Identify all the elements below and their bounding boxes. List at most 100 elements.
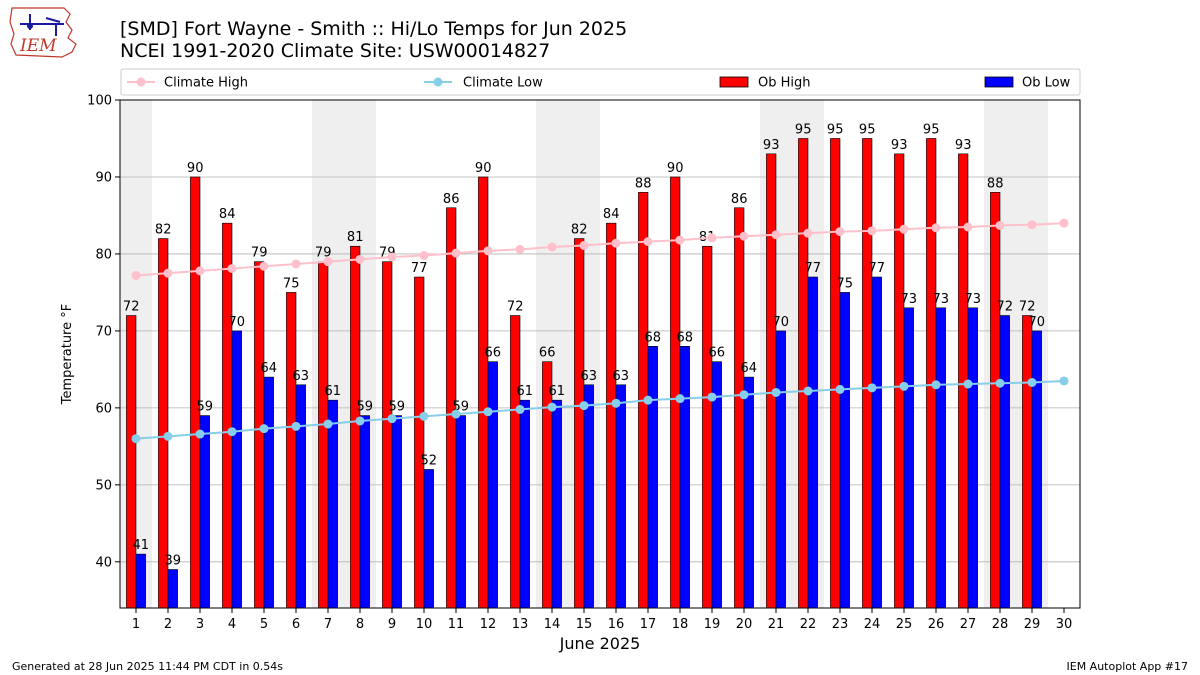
bar-ob-low [807,276,818,609]
data-label-ob-high: 95 [923,122,940,137]
data-label-ob-high: 88 [987,176,1004,191]
bar-ob-high [318,261,329,609]
bar-ob-high [926,138,937,609]
point-climate-low [771,387,781,397]
legend-label-climate-high: Climate High [164,76,248,91]
point-climate-high [387,252,397,262]
legend: Climate High Climate Low Ob High Ob Low [120,68,1081,96]
data-label-ob-low: 61 [517,384,534,399]
x-tick-label: 29 [1024,617,1041,632]
bar-ob-high [862,138,873,609]
point-climate-high [227,264,237,274]
bar-ob-low [327,399,338,609]
data-label-ob-high: 93 [763,138,780,153]
bar-ob-low [583,384,594,609]
data-label-ob-high: 82 [155,223,172,238]
point-climate-high [515,244,525,254]
data-label-ob-high: 66 [539,346,556,361]
bar-ob-low [935,307,946,609]
x-tick-label: 7 [324,617,332,632]
iem-logo: IEM [9,7,77,58]
data-label-ob-high: 82 [571,223,588,238]
data-label-ob-low: 59 [357,400,374,415]
logo-text: IEM [19,36,57,56]
bar-ob-high [734,207,745,609]
bar-ob-low [679,346,690,609]
bar-ob-low [167,569,178,609]
point-climate-low [163,431,173,441]
point-climate-high [931,223,941,233]
legend-label-climate-low: Climate Low [463,76,543,91]
y-tick-label: 60 [95,401,112,416]
bar-ob-low [487,361,498,609]
data-label-ob-high: 77 [411,261,428,276]
data-label-ob-low: 66 [485,346,502,361]
data-label-ob-low: 70 [229,315,246,330]
point-climate-high [131,270,141,280]
data-label-ob-low: 61 [325,384,342,399]
data-label-ob-low: 52 [421,453,438,468]
bar-ob-high [830,138,841,609]
data-label-ob-low: 64 [741,361,758,376]
bar-ob-low [519,399,530,609]
x-tick-label: 2 [164,617,172,632]
data-label-ob-low: 59 [389,400,406,415]
bar-ob-low [1031,330,1042,609]
bar-ob-high [510,315,521,609]
data-label-ob-high: 90 [187,161,204,176]
data-label-ob-high: 88 [635,176,652,191]
bar-ob-low [775,330,786,609]
y-tick-label: 80 [95,247,112,262]
point-climate-low [195,429,205,439]
bar-ob-high [574,238,585,609]
x-tick-label: 1 [132,617,140,632]
x-tick-label: 18 [672,617,689,632]
x-tick-label: 3 [196,617,204,632]
data-label-ob-low: 77 [805,261,822,276]
bar-ob-high [766,153,777,609]
bar-ob-low [551,399,562,609]
legend-item-ob-low: Ob Low [984,76,1071,91]
data-label-ob-low: 70 [1029,315,1046,330]
x-tick-label: 16 [608,617,625,632]
point-climate-high [739,231,749,241]
point-climate-high [163,268,173,278]
x-tick-label: 4 [228,617,236,632]
x-tick-label: 8 [356,617,364,632]
line-climate-high [135,222,1065,277]
point-climate-low [1027,377,1037,387]
point-climate-low [707,392,717,402]
data-label-ob-high: 79 [251,246,268,261]
data-label-ob-high: 75 [283,276,300,291]
x-tick-label: 23 [832,617,849,632]
point-climate-high [803,228,813,238]
x-tick-label: 15 [576,617,593,632]
point-climate-low [515,404,525,414]
point-climate-low [899,381,909,391]
bar-ob-high [190,176,201,609]
bar-ob-high [286,292,297,609]
plot-frame [119,99,1081,609]
bar-ob-high [990,192,1001,609]
bar-ob-low [967,307,978,609]
x-tick-label: 9 [388,617,396,632]
point-climate-high [355,254,365,264]
y-tick-label: 50 [95,478,112,493]
x-tick-label: 21 [768,617,785,632]
x-tick-label: 14 [544,617,561,632]
bar-ob-high [414,276,425,609]
y-tick-label: 40 [95,555,112,570]
data-label-ob-high: 86 [443,192,460,207]
x-axis-title: June 2025 [559,634,641,653]
point-climate-low [259,424,269,434]
point-climate-low [963,379,973,389]
point-climate-high [1059,218,1069,228]
bar-ob-low [871,276,882,609]
bar-ob-low [839,292,850,609]
point-climate-low [323,419,333,429]
point-climate-high [611,238,621,248]
y-tick-label: 90 [95,170,112,185]
data-label-ob-low: 64 [261,361,278,376]
point-climate-high [323,257,333,267]
